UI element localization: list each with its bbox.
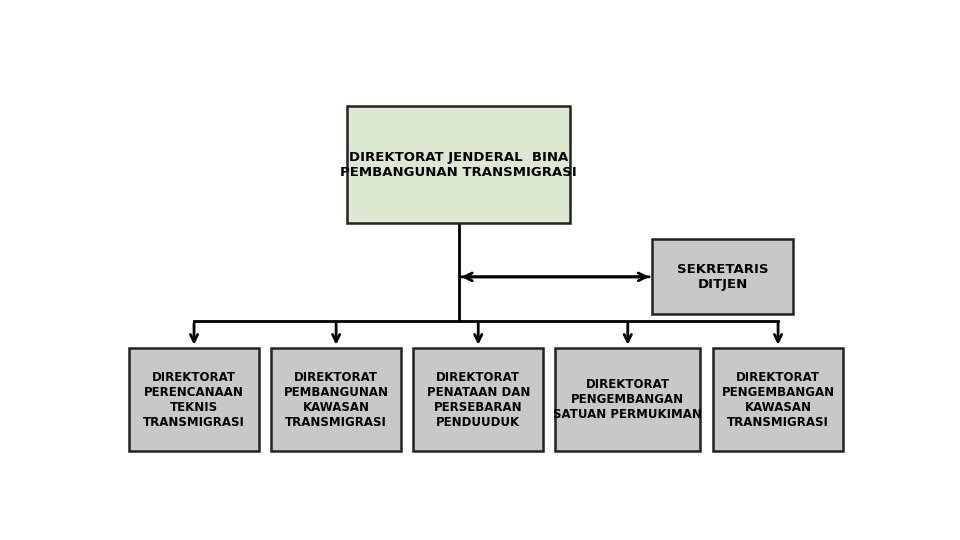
FancyBboxPatch shape: [713, 348, 843, 451]
FancyBboxPatch shape: [413, 348, 543, 451]
FancyBboxPatch shape: [555, 348, 701, 451]
FancyBboxPatch shape: [652, 239, 793, 314]
FancyBboxPatch shape: [129, 348, 259, 451]
Text: DIREKTORAT
PEMBANGUNAN
KAWASAN
TRANSMIGRASI: DIREKTORAT PEMBANGUNAN KAWASAN TRANSMIGR…: [283, 370, 389, 429]
Text: DIREKTORAT
PENGEMBANGAN
SATUAN PERMUKIMAN: DIREKTORAT PENGEMBANGAN SATUAN PERMUKIMA…: [553, 378, 702, 421]
FancyBboxPatch shape: [271, 348, 401, 451]
Text: DIREKTORAT
PERENCANAAN
TEKNIS
TRANSMIGRASI: DIREKTORAT PERENCANAAN TEKNIS TRANSMIGRA…: [143, 370, 245, 429]
Text: SEKRETARIS
DITJEN: SEKRETARIS DITJEN: [677, 263, 768, 291]
FancyBboxPatch shape: [347, 106, 570, 223]
Text: DIREKTORAT JENDERAL  BINA
PEMBANGUNAN TRANSMIGRASI: DIREKTORAT JENDERAL BINA PEMBANGUNAN TRA…: [340, 151, 577, 179]
Text: DIREKTORAT
PENGEMBANGAN
KAWASAN
TRANSMIGRASI: DIREKTORAT PENGEMBANGAN KAWASAN TRANSMIG…: [722, 370, 834, 429]
Text: DIREKTORAT
PENATAAN DAN
PERSEBARAN
PENDUUDUK: DIREKTORAT PENATAAN DAN PERSEBARAN PENDU…: [426, 370, 530, 429]
